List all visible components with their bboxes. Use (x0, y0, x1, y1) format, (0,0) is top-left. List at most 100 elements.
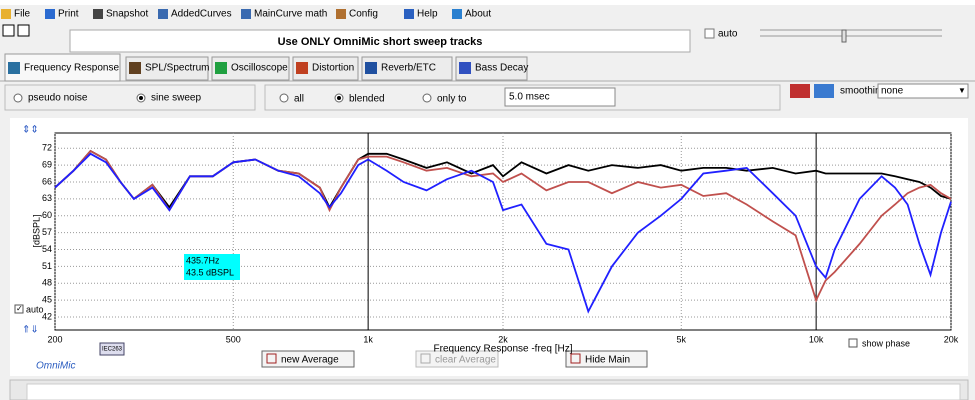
radio-label[interactable]: all (294, 94, 304, 105)
y-tick-label: 45 (42, 295, 52, 305)
menu-item[interactable]: Print (58, 9, 79, 20)
x-tick-label: 200 (47, 334, 62, 344)
y-tick-label: 69 (42, 159, 52, 169)
radio-label[interactable]: only to (437, 94, 467, 105)
x-tick-label: 10k (809, 334, 824, 344)
badge: IEC263 (102, 347, 123, 353)
radio-label[interactable]: sine sweep (151, 93, 201, 104)
button-label[interactable]: clear Average (435, 355, 496, 366)
button-icon (420, 353, 431, 364)
button-icon (570, 353, 581, 364)
radio-label[interactable]: pseudo noise (28, 93, 88, 104)
x-tick-label: 1k (363, 334, 373, 344)
smoothing-select[interactable] (877, 83, 969, 99)
window-time[interactable]: 5.0 msec (509, 92, 550, 103)
slider-thumb[interactable] (841, 29, 847, 43)
tab[interactable] (211, 56, 290, 81)
tab[interactable] (361, 56, 453, 81)
window-time-box[interactable] (504, 87, 616, 107)
checkbox[interactable] (848, 338, 858, 348)
tab-icon (296, 62, 308, 74)
y-axis-label: [dBSPL] (31, 214, 41, 247)
smoothing-value[interactable]: none (881, 86, 904, 97)
radio[interactable] (279, 93, 289, 103)
menu-item[interactable]: MainCurve math (254, 9, 327, 20)
tab-icon (215, 62, 227, 74)
icon[interactable] (2, 24, 15, 37)
radio[interactable] (422, 93, 432, 103)
y-tick-label: 60 (42, 210, 52, 220)
button[interactable] (261, 350, 355, 368)
smoothing-label: smoothing (840, 86, 886, 97)
badge-box (99, 342, 125, 356)
shift-arrows[interactable]: ⇑⇓ (22, 325, 39, 336)
y-tick-label: 72 (42, 143, 52, 153)
menu-item[interactable]: File (14, 9, 31, 20)
tab-label[interactable]: Distortion (312, 63, 354, 74)
button[interactable] (565, 350, 648, 368)
tab-label[interactable]: Oscilloscope (231, 63, 288, 74)
menu-item[interactable]: About (465, 9, 491, 20)
tab-label[interactable]: Frequency Response (24, 63, 119, 74)
cursor-readout: 435.7Hz (186, 255, 220, 265)
y-tick-label: 51 (42, 261, 52, 271)
bottom-box (26, 383, 961, 400)
menu-icon (336, 9, 346, 19)
radio[interactable] (13, 93, 23, 103)
y-tick-label: 66 (42, 176, 52, 186)
tab-icon (129, 62, 141, 74)
tab-label[interactable]: SPL/Spectrum (145, 63, 209, 74)
menu-item[interactable]: AddedCurves (171, 9, 232, 20)
x-tick-label: 20k (944, 334, 959, 344)
menu-icon (93, 9, 103, 19)
zoom-arrows[interactable]: ⇕⇕ (22, 125, 39, 136)
tab[interactable] (4, 53, 121, 82)
show-phase: show phase (862, 338, 910, 348)
tab-label[interactable]: Reverb/ETC (381, 63, 436, 74)
x-tick-label: 500 (226, 334, 241, 344)
menu-icon (404, 9, 414, 19)
y-tick-label: 48 (42, 278, 52, 288)
tab[interactable] (125, 56, 209, 81)
tab-label[interactable]: Bass Decay (475, 63, 528, 74)
cursor-readout-box (184, 254, 240, 280)
button-label[interactable]: Hide Main (585, 355, 630, 366)
icon[interactable] (17, 24, 30, 37)
button-icon (266, 353, 277, 364)
menu-icon (1, 9, 11, 19)
title-bar (0, 0, 975, 5)
x-tick-label: 5k (677, 334, 687, 344)
x-tick-label: 2k (498, 334, 508, 344)
tab[interactable] (292, 56, 359, 81)
curve (54, 152, 952, 314)
checkbox[interactable] (14, 304, 24, 314)
menu-item[interactable]: Snapshot (106, 9, 148, 20)
button-label[interactable]: new Average (281, 355, 339, 366)
y-tick-label: 54 (42, 244, 52, 254)
y-tick-label: 57 (42, 227, 52, 237)
radio-label[interactable]: blended (349, 94, 385, 105)
menu-item[interactable]: Help (417, 9, 438, 20)
signal-panel (4, 84, 256, 111)
checkbox[interactable] (704, 28, 715, 39)
x-axis-label: Frequency Response -freq [Hz] (434, 344, 573, 355)
y-tick-label: 63 (42, 193, 52, 203)
auto-top: auto (718, 29, 738, 40)
auto-left: auto (26, 304, 44, 314)
icon[interactable] (814, 84, 834, 98)
button[interactable] (415, 350, 499, 368)
tab-icon (365, 62, 377, 74)
menu-icon (241, 9, 251, 19)
y-tick-label: 42 (42, 311, 52, 321)
banner: Use ONLY OmniMic short sweep tracks (278, 36, 483, 48)
menu-item[interactable]: Config (349, 9, 378, 20)
icon[interactable] (790, 84, 810, 98)
radio-dot (139, 96, 143, 100)
menu-icon (158, 9, 168, 19)
cursor-readout: 43.5 dBSPL (186, 267, 234, 277)
banner-box (69, 29, 691, 53)
tab[interactable] (455, 56, 528, 81)
tab-icon (459, 62, 471, 74)
tab-icon (8, 62, 20, 74)
